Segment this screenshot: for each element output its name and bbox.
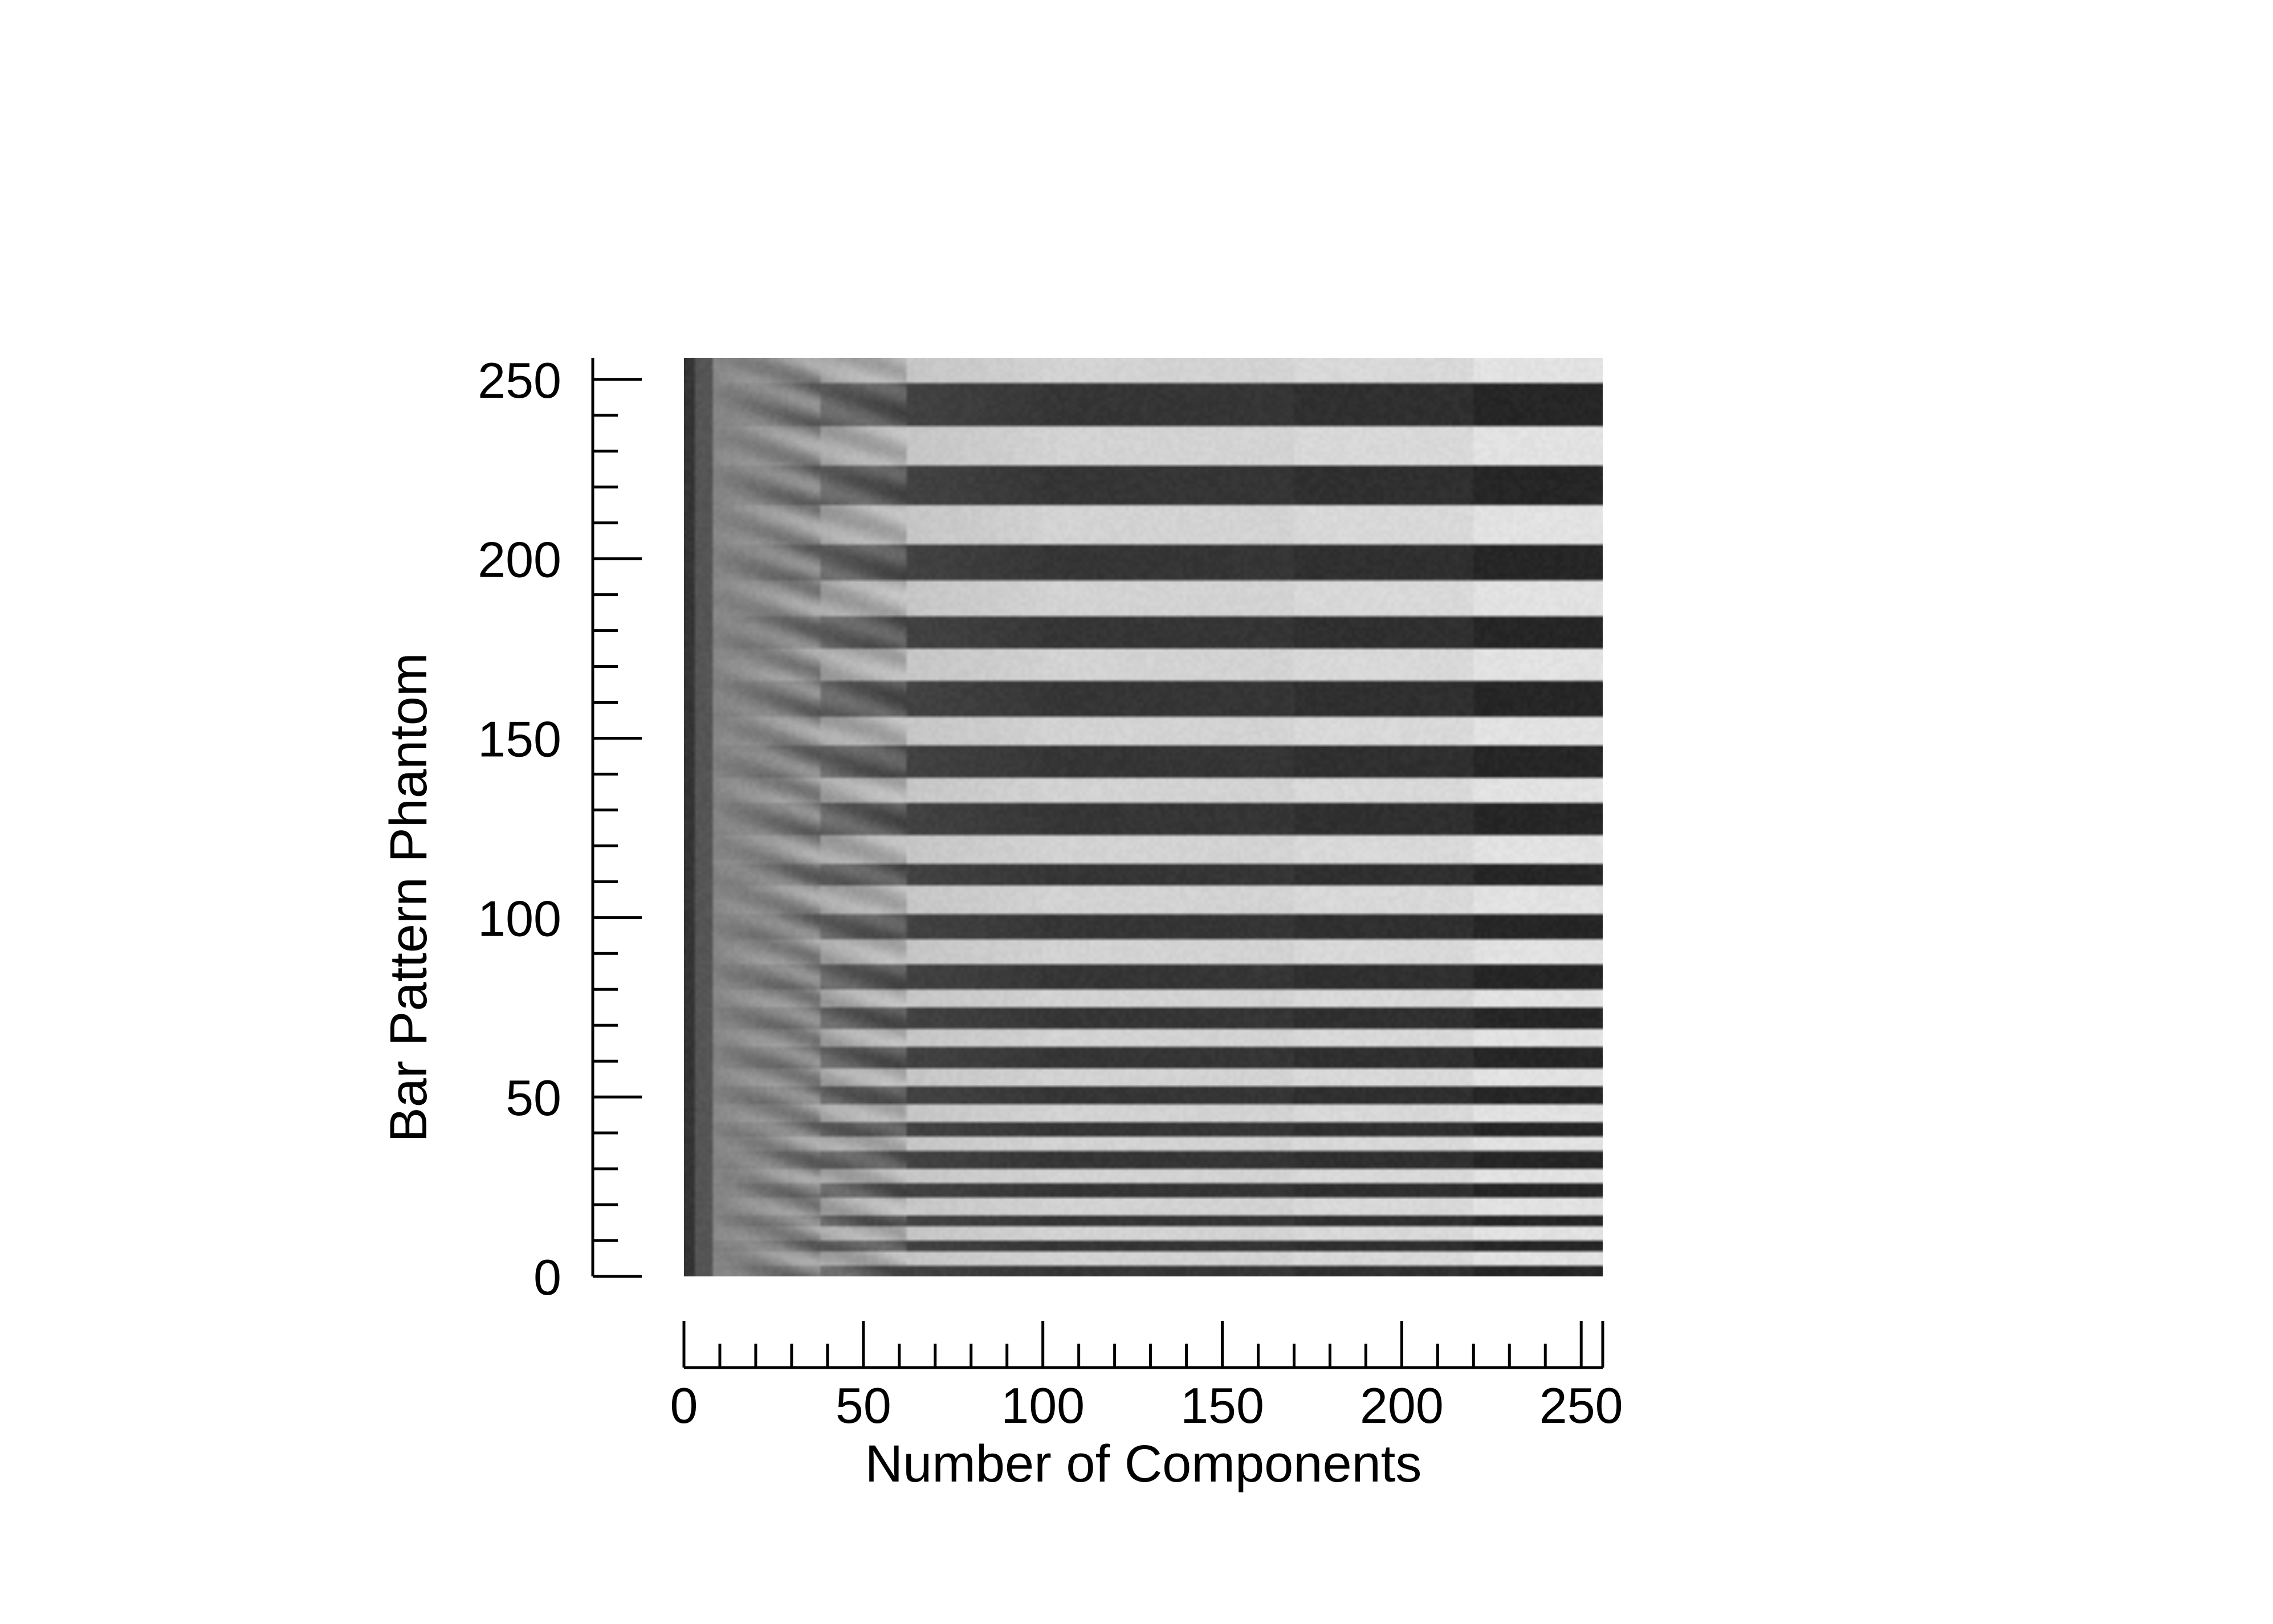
y-tick-label: 200 xyxy=(478,532,561,588)
x-tick-label: 100 xyxy=(1001,1377,1085,1434)
y-tick-label: 100 xyxy=(478,890,561,946)
x-axis: 0 50 100 150 200 250 xyxy=(670,1321,1623,1434)
x-tick-label: 200 xyxy=(1360,1377,1444,1434)
x-axis-label: Number of Components xyxy=(865,1435,1422,1493)
x-tick-label: 150 xyxy=(1180,1377,1264,1434)
y-axis-label: Bar Pattern Phantom xyxy=(380,652,438,1142)
x-tick-label: 0 xyxy=(670,1377,698,1434)
heatmap-raster xyxy=(684,358,1603,1276)
y-axis: 0 50 100 150 200 250 xyxy=(478,352,642,1305)
x-tick-label: 50 xyxy=(836,1377,891,1434)
y-tick-label: 250 xyxy=(478,352,561,409)
heatmap-image xyxy=(684,358,1603,1276)
y-tick-label: 50 xyxy=(506,1070,561,1126)
y-tick-label: 150 xyxy=(478,711,561,767)
y-tick-label: 0 xyxy=(533,1249,561,1305)
x-tick-label: 250 xyxy=(1539,1377,1623,1434)
